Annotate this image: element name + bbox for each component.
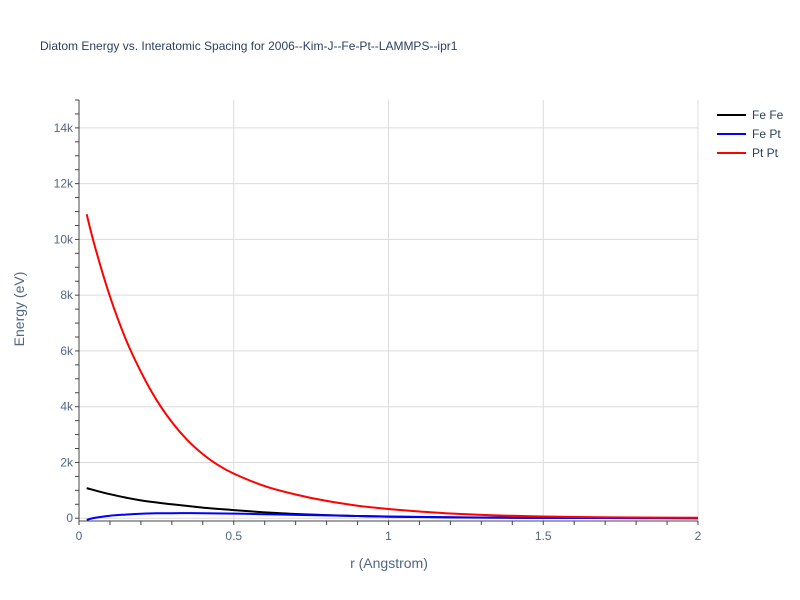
legend-label: Fe Fe: [752, 108, 784, 122]
chart-title: Diatom Energy vs. Interatomic Spacing fo…: [40, 39, 458, 53]
y-tick-label: 14k: [54, 121, 74, 135]
x-axis-title: r (Angstrom): [350, 555, 428, 571]
y-tick-label: 4k: [60, 400, 74, 414]
y-tick-label: 0: [66, 511, 73, 525]
legend-item-fe-pt[interactable]: Fe Pt: [717, 127, 781, 141]
legend-label: Fe Pt: [752, 127, 781, 141]
legend-item-fe-fe[interactable]: Fe Fe: [717, 108, 784, 122]
y-tick-label: 2k: [60, 455, 74, 469]
grid: [79, 100, 699, 521]
x-tick-label: 0.5: [225, 529, 242, 543]
y-tick-label: 10k: [54, 232, 74, 246]
axes: 0 0.5 1 1.5 2 0 2k 4k 6k 8k 10k 12k 14k: [54, 99, 702, 543]
y-tick-label: 8k: [60, 288, 74, 302]
x-tick-label: 1: [385, 529, 392, 543]
y-axis-title: Energy (eV): [11, 272, 27, 347]
legend[interactable]: Fe Fe Fe Pt Pt Pt: [717, 108, 784, 160]
x-tick-label: 0: [76, 529, 83, 543]
series-line-pt-pt: [85, 214, 698, 519]
y-tick-label: 12k: [54, 177, 74, 191]
plot-area: [85, 214, 698, 521]
legend-item-pt-pt[interactable]: Pt Pt: [717, 146, 779, 160]
x-tick-label: 2: [695, 529, 702, 543]
x-tick-label: 1.5: [535, 529, 552, 543]
series-line-fe-pt: [86, 512, 698, 521]
y-tick-label: 6k: [60, 344, 74, 358]
legend-label: Pt Pt: [752, 146, 779, 160]
